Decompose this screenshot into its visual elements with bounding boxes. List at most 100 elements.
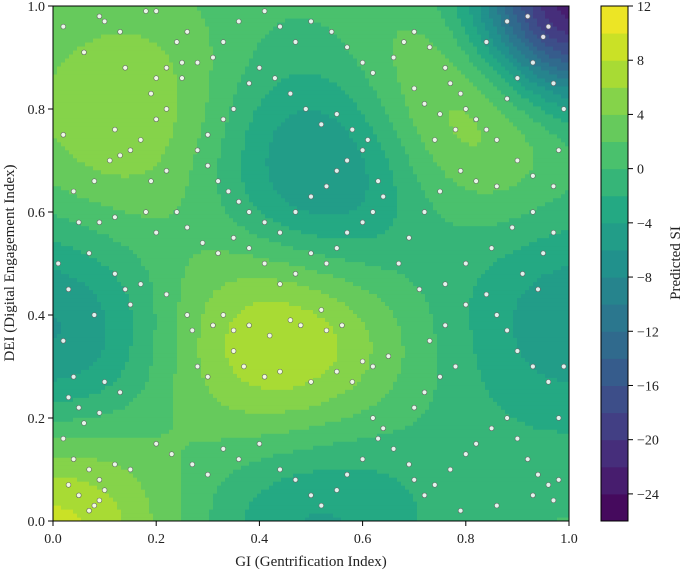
y-tick-label: 0.0 xyxy=(28,515,46,530)
data-point xyxy=(56,261,61,266)
data-point xyxy=(216,251,221,256)
data-point xyxy=(556,416,561,421)
data-point xyxy=(221,313,226,318)
data-point xyxy=(407,462,412,467)
data-point xyxy=(334,112,339,117)
data-point xyxy=(541,35,546,40)
data-point xyxy=(458,168,463,173)
data-point xyxy=(324,184,329,189)
data-point xyxy=(76,220,81,225)
data-point xyxy=(371,416,376,421)
data-point xyxy=(82,50,87,55)
data-point xyxy=(453,127,458,132)
data-point xyxy=(329,29,334,34)
contour-fill xyxy=(53,6,570,522)
data-point xyxy=(102,380,107,385)
data-point xyxy=(515,349,520,354)
data-point xyxy=(556,148,561,153)
data-point xyxy=(267,333,272,338)
colorbar-tick-label: 12 xyxy=(637,0,651,15)
data-point xyxy=(345,158,350,163)
data-point xyxy=(546,380,551,385)
data-point xyxy=(432,138,437,143)
data-point xyxy=(61,24,66,29)
data-point xyxy=(417,287,422,292)
data-point xyxy=(391,55,396,60)
data-point xyxy=(118,153,123,158)
data-point xyxy=(71,457,76,462)
data-point xyxy=(350,127,355,132)
x-tick-label: 0.6 xyxy=(354,532,372,547)
data-point xyxy=(97,220,102,225)
data-point xyxy=(319,503,324,508)
data-point xyxy=(231,328,236,333)
data-point xyxy=(66,287,71,292)
data-point xyxy=(412,477,417,482)
data-point xyxy=(236,457,241,462)
data-point xyxy=(551,81,556,86)
data-point xyxy=(531,60,536,65)
data-point xyxy=(262,261,267,266)
data-point xyxy=(190,328,195,333)
data-point xyxy=(231,349,236,354)
data-point xyxy=(422,390,427,395)
data-point xyxy=(205,163,210,168)
data-point xyxy=(76,493,81,498)
data-point xyxy=(334,168,339,173)
data-point xyxy=(293,271,298,276)
data-point xyxy=(180,76,185,81)
data-point xyxy=(474,179,479,184)
colorbar-band xyxy=(601,250,628,278)
colorbar-band xyxy=(601,277,628,305)
data-point xyxy=(448,467,453,472)
data-point xyxy=(211,55,216,60)
data-point xyxy=(205,132,210,137)
data-point xyxy=(149,91,154,96)
data-point xyxy=(97,477,102,482)
data-point xyxy=(278,230,283,235)
data-point xyxy=(561,364,566,369)
data-point xyxy=(154,76,159,81)
data-point xyxy=(531,364,536,369)
data-point xyxy=(66,483,71,488)
x-tick-label: 0.0 xyxy=(44,532,62,547)
colorbar-tick-label: 8 xyxy=(637,54,644,69)
data-point xyxy=(386,354,391,359)
data-point xyxy=(551,498,556,503)
data-point xyxy=(438,374,443,379)
data-point xyxy=(412,86,417,91)
data-point xyxy=(185,313,190,318)
data-point xyxy=(174,40,179,45)
data-point xyxy=(61,436,66,441)
data-point xyxy=(190,462,195,467)
data-point xyxy=(360,457,365,462)
colorbar-band xyxy=(601,494,628,522)
data-point xyxy=(484,292,489,297)
data-point xyxy=(71,374,76,379)
data-point xyxy=(319,308,324,313)
data-point xyxy=(324,328,329,333)
colorbar-band xyxy=(601,60,628,88)
data-point xyxy=(432,483,437,488)
data-point xyxy=(211,323,216,328)
data-point xyxy=(422,101,427,106)
data-point xyxy=(113,215,118,220)
data-point xyxy=(556,477,561,482)
x-axis: 0.0 0.2 0.4 0.6 0.8 1.0 xyxy=(44,521,578,547)
data-point xyxy=(515,76,520,81)
data-point xyxy=(195,364,200,369)
data-point xyxy=(396,261,401,266)
colorbar-tick-label: −4 xyxy=(637,217,652,232)
y-tick-label: 0.2 xyxy=(28,412,46,427)
colorbar-band xyxy=(601,467,628,495)
colorbar-band xyxy=(601,169,628,197)
data-point xyxy=(458,508,463,513)
colorbar-band xyxy=(601,6,628,34)
data-point xyxy=(221,40,226,45)
data-point xyxy=(402,40,407,45)
data-point xyxy=(118,390,123,395)
data-point xyxy=(371,364,376,369)
data-point xyxy=(319,122,324,127)
colorbar-band xyxy=(601,358,628,386)
